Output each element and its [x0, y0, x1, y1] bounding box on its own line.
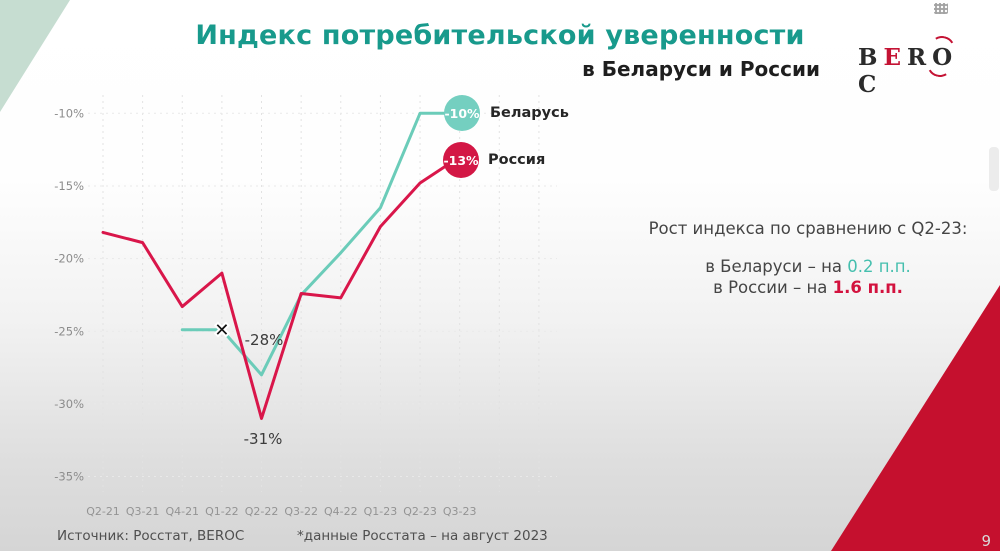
beroc-logo: BER O C — [858, 33, 978, 98]
footnote-text: *данные Росстата – на август 2023 — [297, 528, 548, 544]
source-text: Источник: Росстат, BEROC — [57, 528, 245, 544]
legend-label-russia: Россия — [488, 152, 546, 168]
x-axis-tick-label: Q4-21 — [165, 505, 199, 518]
page-title: Индекс потребительской уверенности — [195, 20, 805, 51]
insight-block: Рост индекса по сравнению с Q2-23: в Бел… — [612, 219, 1000, 298]
logo-letter: B — [858, 44, 884, 71]
logo-letter-o: O — [924, 33, 958, 80]
y-axis-tick-label: -20% — [54, 252, 84, 266]
insight-heading: Рост индекса по сравнению с Q2-23: — [648, 219, 968, 238]
x-marker: ✕ — [214, 320, 229, 341]
x-axis-tick-label: Q2-21 — [86, 505, 120, 518]
page-number: 9 — [981, 532, 991, 550]
y-axis-tick-label: -15% — [54, 179, 84, 193]
page-subtitle: в Беларуси и России — [582, 57, 820, 81]
logo-letter: R — [906, 44, 933, 71]
x-axis-tick-label: Q1-22 — [205, 505, 239, 518]
y-axis-tick-label: -10% — [54, 106, 84, 120]
x-axis-tick-label: Q3-22 — [284, 505, 318, 518]
point-annotation: -28% — [245, 331, 284, 349]
series-line — [101, 155, 462, 420]
russia-delta-value: 1.6 п.п. — [832, 278, 903, 297]
y-axis-tick-label: -30% — [54, 397, 84, 411]
logo-letter: E — [883, 44, 907, 71]
x-axis-tick-label: Q3-21 — [126, 505, 160, 518]
belarus-delta-value: 0.2 п.п. — [847, 257, 911, 276]
series-line — [180, 111, 462, 377]
belarus-value-badge: -10% — [444, 95, 480, 131]
russia-value-badge: -13% — [443, 142, 479, 178]
overlay-grid-icon[interactable] — [934, 3, 948, 14]
y-axis-tick-label: -35% — [54, 470, 84, 484]
scrollbar-thumb[interactable] — [989, 147, 999, 191]
x-axis-tick-label: Q1-23 — [364, 505, 398, 518]
insight-line-russia: в России – на 1.6 п.п. — [713, 278, 903, 297]
legend-label-belarus: Беларусь — [490, 105, 569, 121]
x-axis-tick-label: Q2-22 — [245, 505, 279, 518]
logo-letter: C — [858, 71, 883, 98]
x-axis-tick-label: Q3-23 — [443, 505, 477, 518]
x-axis-tick-label: Q4-22 — [324, 505, 358, 518]
x-axis-tick-label: Q2-23 — [403, 505, 437, 518]
point-annotation: -31% — [244, 430, 283, 448]
insight-line-belarus: в Беларуси – на 0.2 п.п. — [705, 257, 911, 276]
y-axis-tick-label: -25% — [54, 324, 84, 338]
